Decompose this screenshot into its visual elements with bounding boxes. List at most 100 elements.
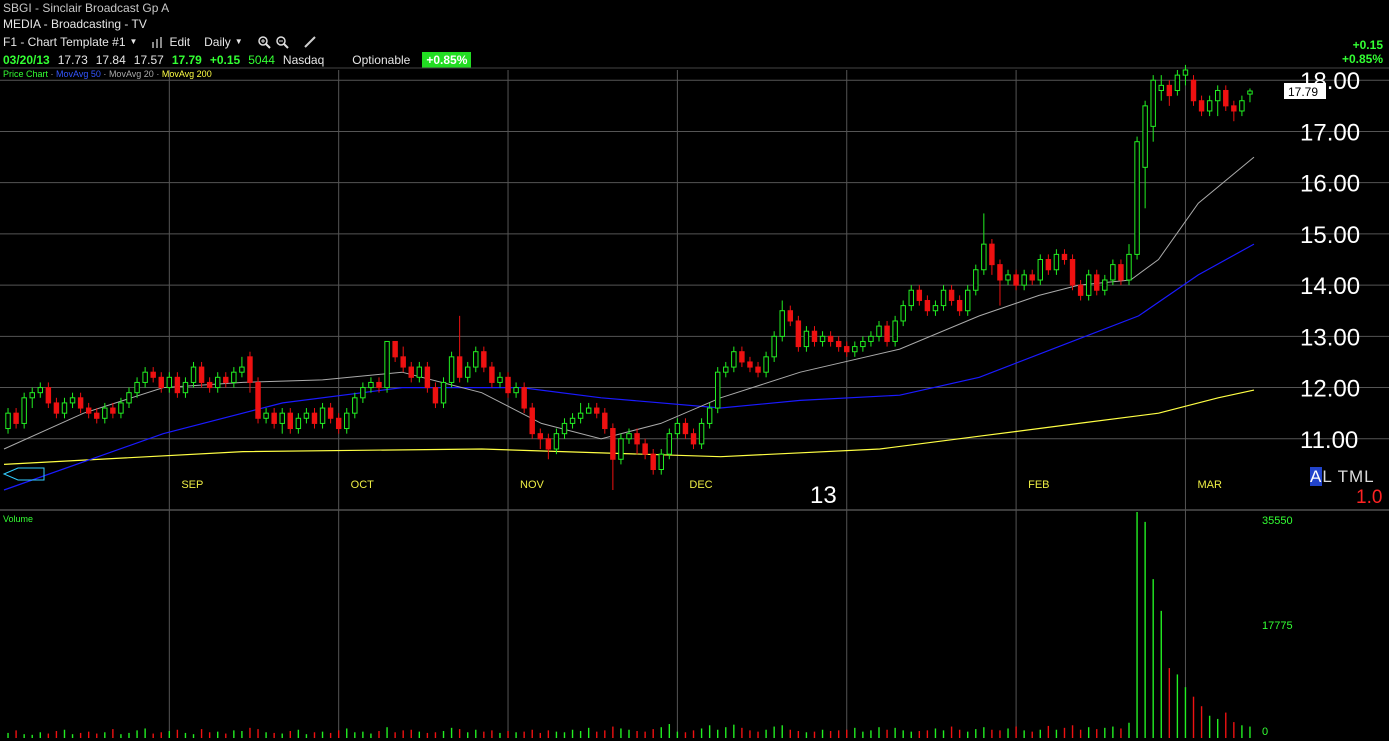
candle-body (1190, 79, 1197, 102)
candle (779, 300, 785, 342)
optionable-label: Optionable (352, 53, 411, 67)
candle (561, 418, 568, 439)
candle (521, 382, 527, 414)
candle (1110, 259, 1116, 286)
candle (303, 408, 310, 424)
candle (416, 361, 423, 383)
candle-body (674, 422, 681, 435)
candle-body (174, 376, 181, 394)
candle-body (940, 289, 947, 307)
candle-body (1214, 89, 1221, 102)
change-summary: +0.15 +0.85% (1342, 38, 1383, 66)
candle (900, 300, 906, 327)
candle (1094, 269, 1100, 296)
candle-body (400, 356, 406, 368)
chevron-down-icon: ▼ (129, 37, 138, 46)
legend-sep: · (103, 69, 107, 79)
candle-body (892, 320, 898, 342)
quote-change: +0.15 (209, 53, 241, 67)
candle-body (481, 351, 487, 368)
candle-body (513, 387, 519, 394)
candle-body (948, 289, 955, 301)
month-label: OCT (351, 479, 375, 491)
candle-body (690, 433, 697, 445)
candle-body (448, 356, 455, 383)
candle (448, 351, 455, 388)
edit-label: Edit (169, 35, 191, 49)
candle (1206, 95, 1213, 117)
candle-body (868, 335, 874, 342)
candle (682, 418, 689, 439)
candle (634, 428, 640, 455)
candle-body (489, 366, 495, 383)
candle-body (1110, 264, 1116, 281)
candle-body (1206, 100, 1213, 112)
zoom-out-button[interactable] (275, 35, 289, 49)
candle (537, 428, 544, 450)
legend-sep: · (50, 69, 54, 79)
candle (110, 402, 116, 419)
candle-body (1158, 84, 1164, 91)
candle-body (77, 397, 84, 409)
altml-rest: L TML (1322, 467, 1375, 486)
candle-body (263, 412, 269, 419)
candle (279, 408, 285, 434)
zoom-in-button[interactable] (257, 35, 271, 49)
candle-body (981, 243, 987, 271)
legend-ma200[interactable]: MovAvg 200 (161, 69, 212, 79)
edit-button[interactable]: Edit (151, 34, 190, 50)
candle (1005, 269, 1011, 286)
candle-body (1231, 105, 1237, 112)
template-dropdown[interactable]: F1 - Chart Template #1 ▼ (3, 34, 137, 50)
candle (505, 372, 511, 398)
period-label: Daily (204, 35, 231, 49)
candle-body (13, 412, 19, 424)
candle-body (85, 407, 92, 414)
candle (973, 264, 979, 296)
candle (1134, 136, 1140, 260)
y-tick-label: 14.00 (1300, 273, 1360, 300)
axis-labels: 18.0017.0016.0015.0014.0013.0012.0011.00… (2, 68, 1360, 738)
candle-body (1021, 274, 1027, 286)
candle (763, 351, 769, 378)
candle (400, 346, 406, 373)
candle-body (835, 340, 842, 348)
legend-ma20[interactable]: MovAvg 20 (108, 69, 154, 79)
candle-body (594, 407, 600, 414)
candle (868, 331, 874, 347)
bar-chart-icon (152, 37, 163, 48)
candle-body (529, 407, 535, 435)
candle (739, 346, 745, 368)
change-abs: +0.15 (1352, 38, 1383, 52)
candle-body (206, 381, 213, 389)
candle (674, 418, 681, 439)
percent-change-badge: +0.85% (422, 52, 472, 68)
y-tick-label: 11.00 (1300, 427, 1358, 454)
candle-body (142, 371, 148, 383)
year-label: 13 (810, 482, 837, 509)
candle-body (1134, 141, 1140, 255)
candle (166, 372, 173, 393)
candle-body (610, 428, 616, 460)
candle-body (368, 381, 374, 389)
candle-body (658, 453, 664, 471)
candle (53, 397, 60, 419)
volume-bars (7, 512, 1251, 738)
candle-body (964, 289, 971, 312)
candle-body (239, 366, 245, 373)
candle (190, 361, 197, 388)
candle (666, 428, 673, 460)
candle (376, 377, 382, 393)
legend-ma50[interactable]: MovAvg 50 (56, 69, 101, 79)
candle (714, 367, 721, 414)
draw-tool-button[interactable] (303, 35, 317, 49)
altml-indicator[interactable]: AL TML (1310, 467, 1375, 487)
legend-price[interactable]: Price Chart (3, 69, 49, 79)
zoom-in-icon (257, 36, 271, 49)
candle (1158, 75, 1164, 101)
candle-body (956, 299, 963, 312)
candle-body (464, 366, 471, 378)
candle (255, 377, 261, 424)
period-dropdown[interactable]: Daily ▼ (204, 34, 243, 50)
